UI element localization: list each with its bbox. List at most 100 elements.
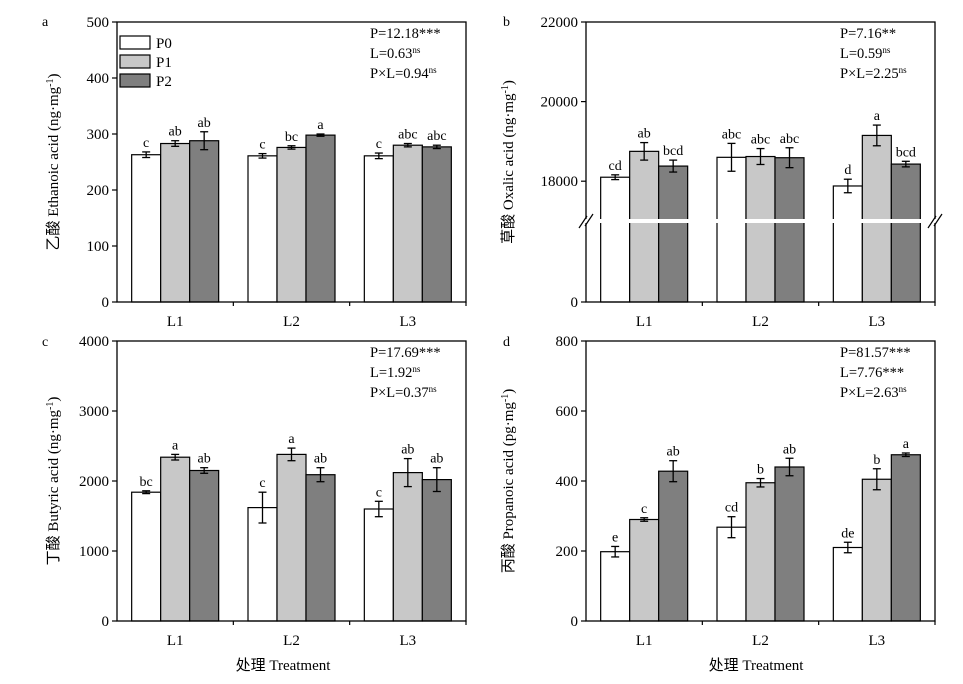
- plot-frame-a: [116, 21, 467, 303]
- stat-line-b-1: L=0.59ns: [840, 45, 891, 62]
- error-bar-a-L1-P2: [200, 131, 209, 151]
- stat-line-d-2: P×L=2.63ns: [840, 384, 907, 401]
- bar-c-L1-P0: [131, 491, 162, 622]
- error-bar-b-L1-P2: [669, 159, 678, 173]
- x-tick-label-d-L1: L1: [636, 633, 653, 649]
- error-bar-b-L3-P2: [901, 160, 910, 168]
- panel-c: c bc a ab L1 c a ab L2 c ab ab L3 0 1000 2000 3000 4000 丁酸…: [42, 334, 467, 649]
- bar-a-L3-P0: [363, 155, 394, 303]
- sig-label-d-L1-P0: e: [612, 530, 618, 545]
- error-bar-d-L1-P2: [669, 460, 678, 483]
- legend: P0 P1 P2: [119, 35, 172, 90]
- sig-label-c-L2-P0: c: [259, 476, 265, 491]
- sig-label-d-L2-P2: ab: [783, 442, 796, 457]
- y-tick-label-a-300: 300: [87, 127, 110, 143]
- y-tick-label-b-0: 0: [571, 295, 579, 311]
- error-bar-c-L1-P2: [200, 467, 209, 474]
- stat-line-a-0: P=12.18***: [370, 26, 441, 42]
- y-tick-label-c-1000: 1000: [79, 544, 109, 560]
- y-tick-label-d-200: 200: [556, 544, 579, 560]
- x-tick-label-b-L1: L1: [636, 314, 653, 330]
- legend-swatch-P1: [119, 54, 151, 69]
- bar-b-L3-P0: [832, 185, 863, 303]
- y-tick-label-d-600: 600: [556, 404, 579, 420]
- x-tick-label-b-L2: L2: [752, 314, 769, 330]
- error-bar-a-L2-P0: [258, 152, 267, 159]
- error-bar-d-L3-P2: [901, 452, 910, 458]
- y-tick-label-a-500: 500: [87, 15, 110, 31]
- sig-label-b-L2-P2: abc: [780, 132, 799, 147]
- error-bar-a-L2-P1: [287, 145, 296, 150]
- plot-frame-b: [585, 21, 936, 303]
- x-tick-label-a-L3: L3: [399, 314, 416, 330]
- error-bar-d-L3-P0: [843, 541, 852, 554]
- y-axis-title-a: 乙酸 Ethanoic acid (ng·mg-1): [45, 73, 63, 250]
- bar-b-L1-P2: [658, 165, 689, 303]
- legend-swatch-P0: [119, 35, 151, 50]
- bar-c-L3-P0: [363, 508, 394, 622]
- sig-label-d-L3-P1: b: [873, 453, 880, 468]
- bar-c-L3-P2: [421, 479, 452, 622]
- error-bar-b-L2-P0: [727, 142, 736, 172]
- error-bar-d-L1-P0: [611, 545, 620, 558]
- sig-label-d-L2-P1: b: [757, 463, 764, 478]
- sig-label-c-L3-P0: c: [376, 485, 382, 500]
- error-bar-d-L3-P1: [872, 468, 881, 491]
- error-bar-a-L2-P2: [316, 133, 325, 137]
- error-bar-d-L2-P1: [756, 477, 765, 488]
- bar-d-L3-P0: [832, 546, 863, 622]
- legend-swatch-P2: [119, 73, 151, 88]
- y-tick-label-b-18000: 18000: [541, 174, 579, 190]
- error-bar-c-L3-P1: [403, 457, 412, 488]
- bar-a-L3-P1: [392, 144, 423, 303]
- bar-b-L2-P1: [745, 155, 776, 303]
- sig-label-a-L2-P1: bc: [285, 130, 298, 145]
- error-bar-b-L1-P0: [611, 174, 620, 181]
- bar-c-L3-P1: [392, 472, 423, 622]
- bar-b-L1-P1: [629, 150, 660, 303]
- sig-label-d-L1-P1: c: [641, 502, 647, 517]
- sig-label-b-L3-P0: d: [844, 163, 851, 178]
- y-tick-label-c-2000: 2000: [79, 474, 109, 490]
- panel-letter-a: a: [42, 15, 49, 30]
- error-bar-c-L2-P2: [316, 467, 325, 483]
- sig-label-b-L2-P1: abc: [751, 133, 770, 148]
- bar-d-L3-P2: [890, 454, 921, 622]
- sig-label-b-L1-P0: cd: [609, 159, 622, 174]
- bar-c-L2-P2: [305, 474, 336, 622]
- sig-label-b-L1-P1: ab: [638, 127, 651, 142]
- sig-label-a-L1-P0: c: [143, 136, 149, 151]
- x-tick-label-b-L3: L3: [868, 314, 885, 330]
- error-bar-a-L3-P1: [403, 142, 412, 148]
- sig-label-c-L3-P2: ab: [430, 452, 443, 467]
- sig-label-b-L3-P2: bcd: [896, 145, 916, 160]
- error-bar-a-L1-P1: [171, 140, 180, 147]
- error-bar-a-L1-P0: [142, 151, 151, 159]
- stat-line-a-2: P×L=0.94ns: [370, 65, 437, 82]
- sig-label-a-L3-P1: abc: [398, 128, 417, 143]
- sig-label-b-L2-P0: abc: [722, 127, 741, 142]
- error-bar-c-L3-P0: [374, 500, 383, 518]
- error-bar-b-L2-P2: [785, 147, 794, 169]
- bar-b-L3-P2: [890, 163, 921, 303]
- bar-a-L1-P1: [160, 142, 191, 303]
- error-bar-a-L3-P0: [374, 152, 383, 160]
- sig-label-b-L1-P2: bcd: [663, 144, 683, 159]
- y-tick-label-c-4000: 4000: [79, 334, 109, 350]
- x-tick-label-c-L3: L3: [399, 633, 416, 649]
- panel-letter-b: b: [503, 15, 510, 30]
- bar-a-L2-P0: [247, 155, 278, 303]
- error-bar-c-L3-P2: [432, 467, 441, 493]
- stat-line-c-2: P×L=0.37ns: [370, 384, 437, 401]
- bar-d-L2-P2: [774, 466, 805, 622]
- bar-b-L1-P0: [600, 176, 631, 303]
- error-bar-c-L1-P1: [171, 453, 180, 461]
- bar-d-L1-P1: [629, 518, 660, 622]
- bar-d-L2-P1: [745, 482, 776, 622]
- sig-label-a-L1-P2: ab: [198, 116, 211, 131]
- y-axis-title-c: 丁酸 Butyric acid (ng·mg-1): [45, 397, 63, 566]
- error-bar-c-L2-P0: [258, 491, 267, 524]
